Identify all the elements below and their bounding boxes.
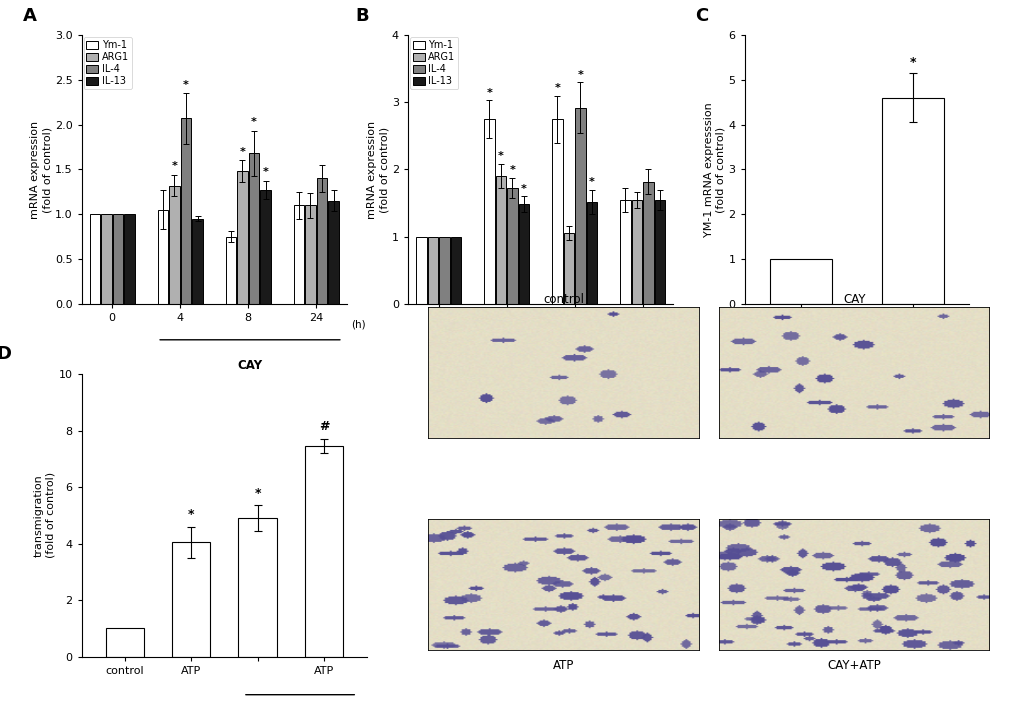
Text: *: * [588, 177, 594, 187]
Text: *: * [182, 80, 189, 90]
Text: *: * [553, 83, 559, 93]
Bar [328, 201, 338, 304]
Bar [180, 119, 192, 304]
Text: *: * [254, 487, 261, 500]
Text: ATP: ATP [552, 659, 574, 671]
Bar [586, 202, 597, 304]
Bar [293, 205, 304, 304]
Text: *: * [239, 147, 246, 157]
Bar [192, 219, 203, 304]
Bar [620, 200, 630, 304]
Text: *: * [187, 508, 195, 521]
Text: D: D [0, 345, 11, 363]
Text: A: A [23, 6, 37, 25]
Bar [506, 189, 518, 304]
Bar [642, 181, 653, 304]
Bar [172, 542, 210, 657]
Bar [438, 237, 449, 304]
Bar [225, 237, 236, 304]
Text: (h): (h) [678, 321, 692, 330]
Bar [238, 518, 276, 657]
Text: B: B [355, 6, 368, 25]
Bar [631, 200, 642, 304]
Bar [305, 446, 343, 657]
Text: *: * [909, 56, 915, 69]
Bar [551, 119, 562, 304]
Bar [236, 172, 248, 304]
Legend: Ym-1, ARG1, IL-4, IL-13: Ym-1, ARG1, IL-4, IL-13 [410, 37, 458, 89]
Bar [769, 259, 830, 304]
Y-axis label: mRNA expression
(fold of control): mRNA expression (fold of control) [367, 121, 388, 218]
Bar [881, 98, 943, 304]
Bar [416, 237, 426, 304]
Text: C: C [695, 6, 708, 25]
Text: minocycline: minocycline [537, 359, 615, 371]
Bar [101, 214, 112, 304]
Text: *: * [486, 88, 492, 97]
Title: CAY: CAY [842, 293, 865, 306]
Text: (h): (h) [352, 320, 366, 330]
Text: CAY: CAY [237, 359, 262, 371]
Bar [305, 205, 316, 304]
Text: *: * [521, 184, 527, 193]
Bar [260, 190, 271, 304]
Bar [654, 200, 664, 304]
Legend: Ym-1, ARG1, IL-4, IL-13: Ym-1, ARG1, IL-4, IL-13 [84, 37, 131, 89]
Text: #: # [319, 421, 329, 433]
Bar [112, 214, 123, 304]
Y-axis label: transmigration
(fold of control): transmigration (fold of control) [35, 472, 56, 558]
Title: control: control [542, 293, 584, 306]
Bar [90, 214, 100, 304]
Bar [483, 119, 494, 304]
Bar [105, 628, 144, 657]
Text: *: * [497, 151, 503, 162]
Bar [249, 153, 259, 304]
Bar [495, 176, 505, 304]
Text: *: * [577, 70, 583, 80]
Bar [562, 233, 574, 304]
Bar [124, 214, 135, 304]
Bar [169, 186, 179, 304]
Y-axis label: YM-1 mRNA expresssion
(fold of control): YM-1 mRNA expresssion (fold of control) [703, 102, 725, 237]
Bar [316, 179, 327, 304]
Text: CAY+ATP: CAY+ATP [826, 659, 880, 671]
Text: *: * [251, 117, 257, 127]
Bar [450, 237, 461, 304]
Bar [575, 108, 585, 304]
Bar [157, 210, 168, 304]
Bar [518, 204, 529, 304]
Bar [427, 237, 438, 304]
Y-axis label: mRNA expression
(fold of control): mRNA expression (fold of control) [31, 121, 52, 218]
Text: *: * [262, 167, 268, 177]
Text: *: * [508, 165, 515, 176]
Text: *: * [171, 161, 177, 172]
